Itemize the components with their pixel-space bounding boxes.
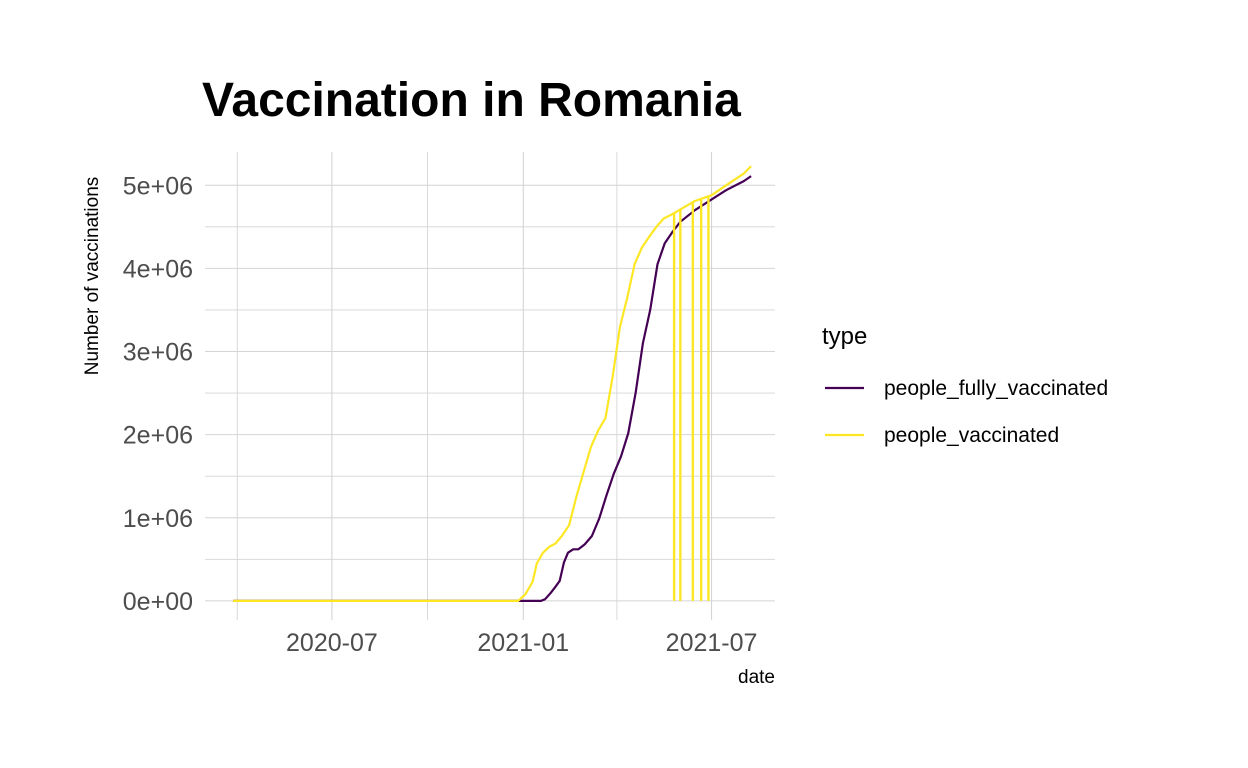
series-line-people-vaccinated (233, 165, 752, 602)
x-tick-label: 2020-07 (286, 629, 378, 657)
grid-lines (205, 152, 775, 620)
legend-label-people-fully-vaccinated: people_fully_vaccinated (884, 377, 1108, 400)
x-axis-title: date (738, 667, 775, 688)
y-tick-labels: 0e+00 1e+06 2e+06 3e+06 4e+06 5e+06 (123, 172, 193, 616)
chart-title: Vaccination in Romania (202, 74, 741, 127)
y-tick-label: 3e+06 (123, 339, 193, 367)
y-tick-label: 0e+00 (123, 588, 193, 616)
y-tick-label: 2e+06 (123, 422, 193, 450)
x-tick-label: 2021-07 (666, 629, 758, 657)
series-layer (233, 165, 752, 602)
y-tick-label: 1e+06 (123, 505, 193, 533)
legend: type people_fully_vaccinated people_vacci… (822, 323, 1108, 447)
y-axis-title: Number of vaccinations (82, 177, 103, 376)
legend-title: type (822, 323, 867, 350)
y-tick-label: 4e+06 (123, 255, 193, 283)
legend-label-people-vaccinated: people_vaccinated (884, 424, 1059, 447)
x-tick-label: 2021-01 (477, 629, 569, 657)
series-line-people-fully-vaccinated (233, 175, 752, 602)
x-tick-labels: 2020-07 2021-01 2021-07 (286, 629, 757, 657)
y-tick-label: 5e+06 (123, 172, 193, 200)
